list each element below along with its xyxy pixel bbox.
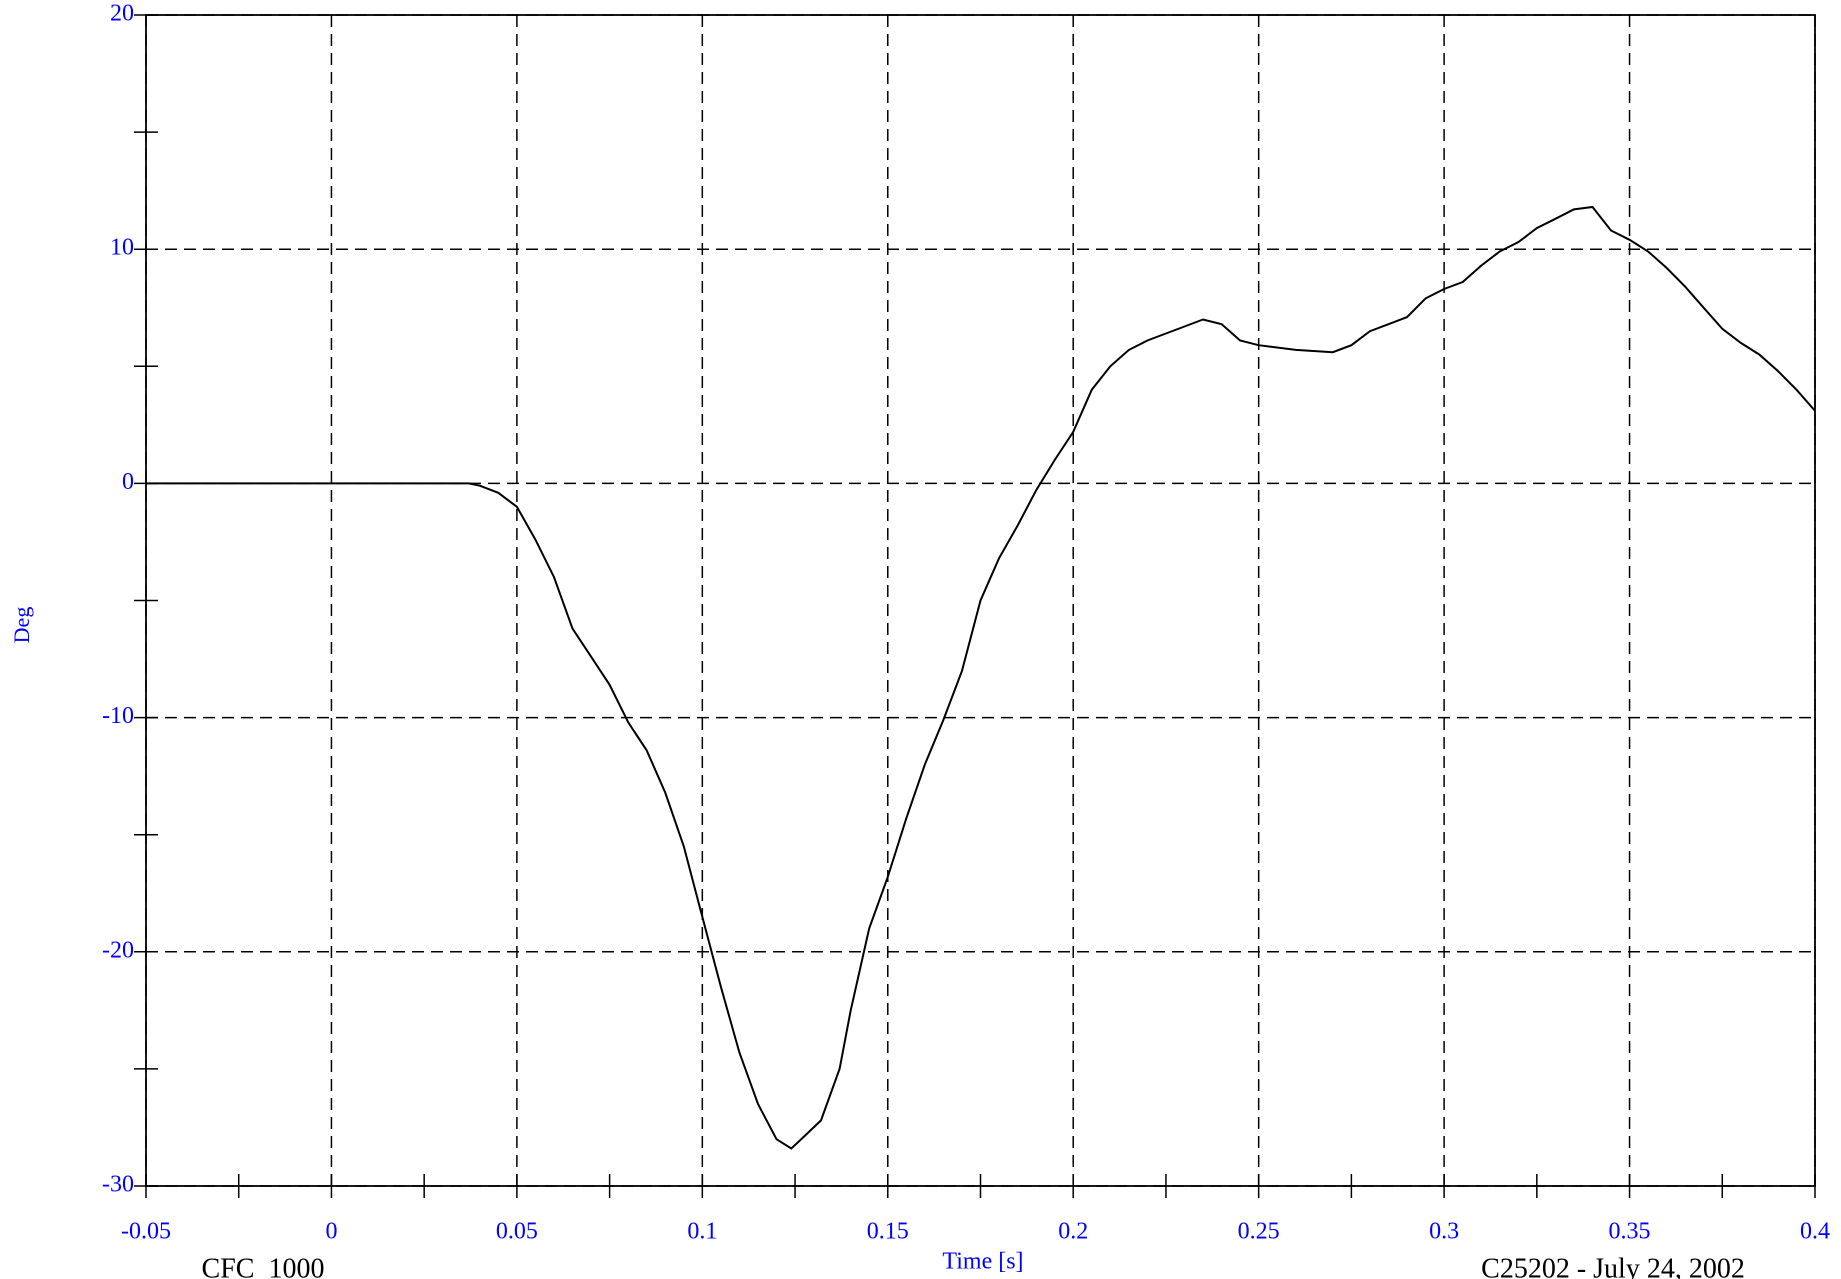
data-line <box>146 205 1816 1150</box>
y-tick-label: 10 <box>110 235 134 261</box>
x-tick-label: 0.4 <box>1800 1219 1830 1245</box>
y-tick-label: -20 <box>102 937 134 963</box>
x-tick-label: 0 <box>325 1219 337 1245</box>
x-tick-label: 0.35 <box>1609 1219 1651 1245</box>
x-tick-label: 0.15 <box>867 1219 909 1245</box>
y-tick-label: -30 <box>102 1172 134 1198</box>
y-axis-label: Deg <box>9 607 34 644</box>
x-axis-label: Time [s] <box>942 1249 1023 1275</box>
footer-right: C25202 - July 24, 2002 <box>1481 1253 1745 1279</box>
x-tick-label: 0.05 <box>496 1219 538 1245</box>
x-tick-label: -0.05 <box>121 1219 171 1245</box>
x-tick-label: 0.25 <box>1238 1219 1280 1245</box>
x-tick-label: 0.2 <box>1058 1219 1088 1245</box>
plot-frame <box>145 14 1816 1187</box>
y-tick-label: 0 <box>122 469 134 495</box>
footer-left: CFC_1000 <box>202 1253 325 1279</box>
y-tick-label: 20 <box>110 1 134 27</box>
y-tick-label: -10 <box>102 703 134 729</box>
x-tick-label: 0.1 <box>687 1219 717 1245</box>
x-tick-label: 0.3 <box>1429 1219 1459 1245</box>
